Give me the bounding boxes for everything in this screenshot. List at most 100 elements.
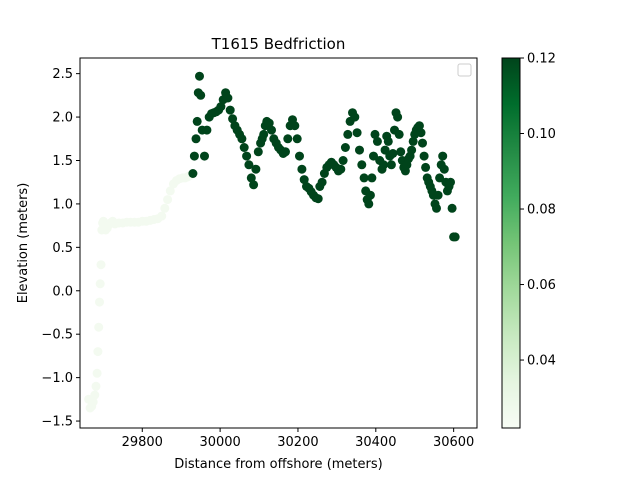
data-point bbox=[163, 195, 173, 205]
data-point bbox=[165, 186, 175, 196]
data-point bbox=[195, 71, 204, 81]
legend-box bbox=[457, 63, 472, 77]
data-point bbox=[433, 190, 443, 200]
y-axis-label: Elevation (meters) bbox=[16, 183, 31, 304]
data-point bbox=[92, 368, 102, 378]
data-point bbox=[267, 125, 276, 135]
data-point bbox=[223, 93, 233, 103]
data-point bbox=[435, 173, 445, 183]
data-point bbox=[290, 121, 300, 131]
data-point bbox=[281, 147, 290, 157]
data-point bbox=[200, 151, 209, 161]
y-tick-label: −1.5 bbox=[41, 415, 73, 430]
data-point bbox=[421, 162, 431, 172]
data-point bbox=[365, 190, 375, 200]
data-point bbox=[359, 173, 369, 183]
data-point bbox=[91, 381, 101, 391]
y-tick-label: 2.0 bbox=[52, 111, 73, 126]
data-point bbox=[372, 136, 382, 146]
colorbar-tick-label: 0.04 bbox=[527, 354, 556, 369]
data-point bbox=[196, 90, 206, 100]
data-point bbox=[259, 129, 269, 139]
scatter-points bbox=[84, 71, 460, 413]
data-point bbox=[95, 297, 104, 307]
x-tick-label: 30200 bbox=[277, 435, 318, 450]
data-point bbox=[350, 112, 360, 122]
plot-frame bbox=[79, 57, 478, 429]
data-point bbox=[338, 156, 348, 165]
data-point bbox=[439, 164, 449, 174]
data-point bbox=[367, 173, 377, 183]
data-point bbox=[299, 175, 309, 185]
data-point bbox=[192, 116, 202, 126]
y-tick-label: −0.5 bbox=[41, 328, 73, 343]
data-point bbox=[393, 112, 403, 122]
data-point bbox=[418, 138, 427, 148]
data-point bbox=[450, 232, 460, 242]
y-tick-label: 0.0 bbox=[52, 284, 73, 299]
data-point bbox=[313, 194, 323, 204]
data-point bbox=[379, 160, 389, 170]
data-point bbox=[292, 134, 302, 144]
data-point bbox=[446, 177, 455, 187]
data-point bbox=[239, 143, 249, 152]
data-point bbox=[432, 203, 441, 213]
chart-title: T1615 Bedfriction bbox=[211, 35, 346, 53]
colorbar-ticks: 0.04 0.06 0.08 0.10 0.12 bbox=[520, 52, 556, 369]
data-point bbox=[297, 164, 307, 174]
data-point bbox=[90, 390, 100, 400]
data-point bbox=[160, 203, 170, 213]
data-point bbox=[352, 128, 362, 138]
data-point bbox=[419, 151, 429, 161]
data-point bbox=[386, 160, 396, 170]
data-point bbox=[416, 128, 426, 138]
data-point bbox=[336, 164, 346, 174]
data-point bbox=[191, 134, 201, 144]
y-tick-label: 1.0 bbox=[52, 197, 73, 212]
data-point bbox=[343, 129, 353, 139]
data-point bbox=[216, 102, 226, 112]
data-point bbox=[447, 203, 457, 213]
data-point bbox=[355, 145, 364, 155]
data-point bbox=[95, 279, 105, 289]
x-tick-label: 30600 bbox=[433, 435, 474, 450]
data-point bbox=[317, 177, 327, 187]
data-point bbox=[189, 151, 199, 161]
data-point bbox=[237, 134, 247, 144]
y-tick-label: 2.5 bbox=[52, 67, 73, 82]
data-point bbox=[357, 160, 367, 170]
data-point bbox=[396, 147, 406, 157]
colorbar bbox=[501, 57, 521, 429]
data-point bbox=[340, 143, 350, 152]
x-tick-label: 30400 bbox=[355, 435, 396, 450]
data-point bbox=[283, 134, 293, 144]
y-tick-label: 1.5 bbox=[52, 154, 73, 169]
y-axis: −1.5 −1.0 −0.5 0.0 0.5 1.0 1.5 2.0 2.5 bbox=[41, 67, 80, 430]
x-tick-label: 29800 bbox=[122, 435, 163, 450]
colorbar-tick-label: 0.08 bbox=[527, 203, 556, 218]
data-point bbox=[408, 136, 418, 146]
data-point bbox=[228, 114, 238, 124]
x-tick-label: 30000 bbox=[199, 435, 240, 450]
x-axis-label: Distance from offshore (meters) bbox=[174, 457, 382, 472]
data-point bbox=[88, 397, 98, 407]
data-point bbox=[251, 164, 261, 174]
data-point bbox=[414, 121, 424, 131]
data-point bbox=[407, 145, 417, 155]
data-point bbox=[93, 347, 103, 357]
colorbar-tick-label: 0.12 bbox=[527, 52, 556, 67]
data-point bbox=[244, 160, 254, 170]
data-point bbox=[364, 199, 374, 209]
data-point bbox=[388, 149, 398, 158]
data-point bbox=[202, 125, 212, 135]
colorbar-tick-label: 0.10 bbox=[527, 127, 556, 142]
data-point bbox=[246, 173, 256, 183]
y-tick-label: −1.0 bbox=[41, 371, 73, 386]
data-point bbox=[188, 169, 198, 178]
data-point bbox=[383, 136, 393, 146]
data-point bbox=[96, 260, 106, 270]
data-point bbox=[157, 211, 167, 221]
data-point bbox=[94, 322, 104, 332]
colorbar-tick-label: 0.06 bbox=[527, 278, 556, 293]
